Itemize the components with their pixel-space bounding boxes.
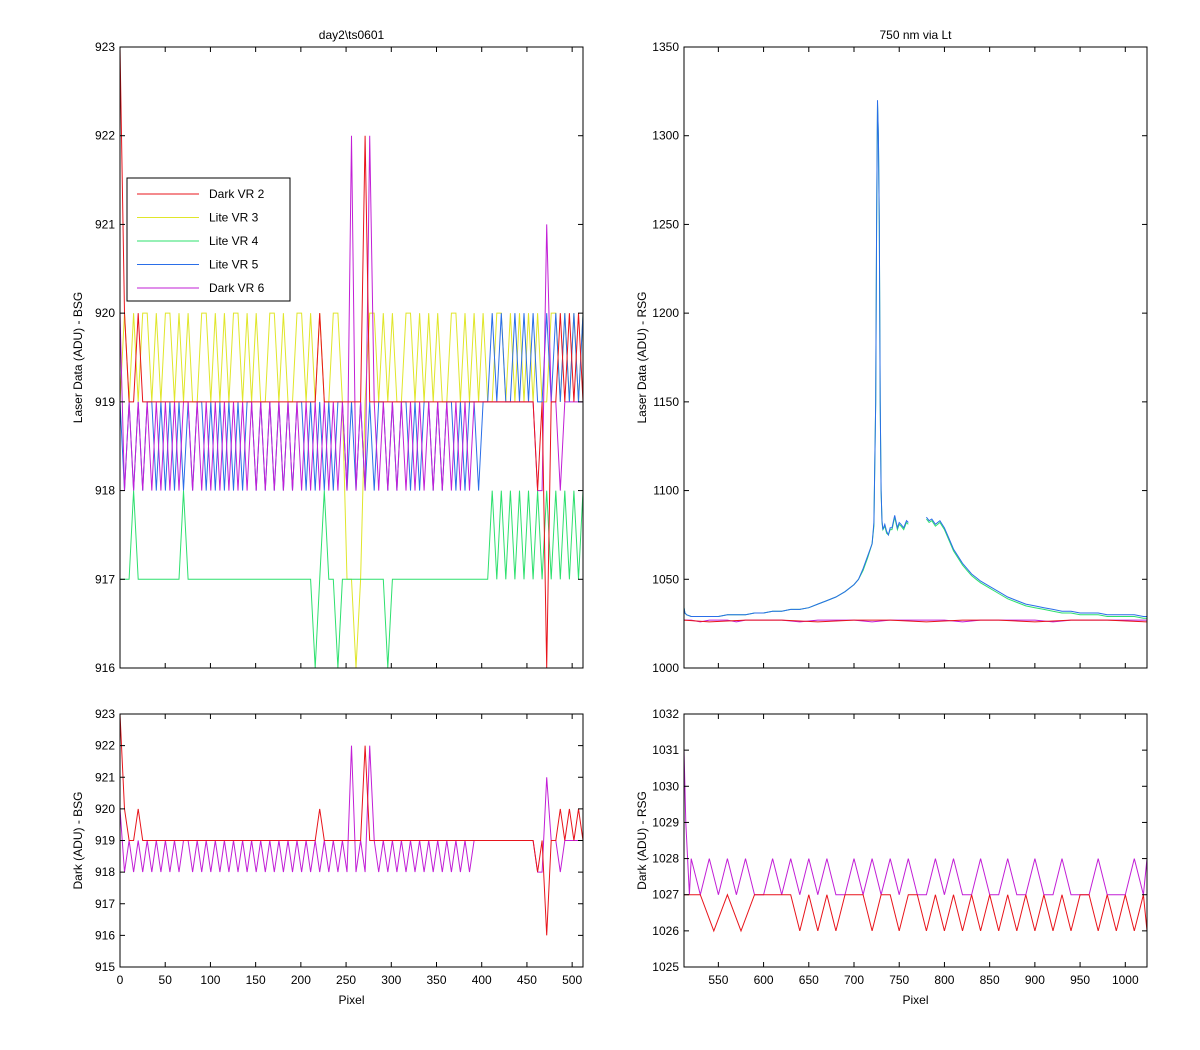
y-tick-label: 1028	[652, 852, 679, 866]
x-tick-label: 100	[200, 973, 220, 987]
axes-box	[683, 713, 1148, 968]
y-tick-label: 921	[95, 217, 115, 231]
y-tick-label: 918	[95, 484, 115, 498]
y-tick-label: 1025	[652, 960, 679, 974]
x-tick-label: 950	[1070, 973, 1090, 987]
x-tick-label: 700	[844, 973, 864, 987]
chart-title: day2\ts0601	[319, 28, 385, 42]
y-tick-label: 1000	[652, 661, 679, 675]
y-tick-label: 922	[95, 129, 115, 143]
x-axis-label: Pixel	[338, 993, 364, 1007]
x-tick-label: 250	[336, 973, 356, 987]
y-tick-label: 1032	[652, 707, 679, 721]
y-tick-label: 919	[95, 395, 115, 409]
x-tick-label: 200	[291, 973, 311, 987]
x-tick-label: 850	[980, 973, 1000, 987]
axes-box	[119, 46, 584, 669]
chart-bottom-right: 550 600 650 700 750 800 850 900 950 1000 1025 1026 1…	[635, 707, 1148, 1007]
y-tick-label: 916	[95, 928, 115, 942]
x-tick-label: 900	[1025, 973, 1045, 987]
series-line-5	[684, 619, 1147, 623]
y-tick-label: 1027	[652, 888, 679, 902]
series-line-1	[120, 490, 583, 668]
y-tick-label: 1031	[652, 743, 679, 757]
legend-label: Dark VR 6	[209, 281, 265, 295]
series-group	[684, 100, 1147, 623]
chart-bottom-left: 0 50 100 150 200 250 300 350 400 450 500 915 916 917 9…	[71, 707, 584, 1007]
series-line-0	[120, 745, 583, 873]
legend-label: Lite VR 4	[209, 234, 259, 248]
y-tick-label: 921	[95, 770, 115, 784]
legend-label: Lite VR 5	[209, 258, 259, 272]
y-tick-label: 918	[95, 865, 115, 879]
x-tick-label: 300	[381, 973, 401, 987]
y-tick-label: 916	[95, 661, 115, 675]
y-tick-label: 923	[95, 707, 115, 721]
y-tick-label: 920	[95, 802, 115, 816]
y-tick-label: 1200	[652, 306, 679, 320]
x-tick-label: 150	[246, 973, 266, 987]
x-axis-label: Pixel	[902, 993, 928, 1007]
legend: Dark VR 2 Lite VR 3 Lite VR 4 Lite VR 5 Dark…	[126, 177, 291, 302]
chart-top-right: 1000 1050 1100 1150 1200 1250 1300 1350 750 nm v…	[635, 28, 1148, 675]
y-tick-label: 923	[95, 40, 115, 54]
legend-box	[126, 177, 291, 302]
y-tick-label: 1100	[653, 484, 679, 498]
y-tick-label: 922	[95, 739, 115, 753]
y-tick-label: 919	[95, 834, 115, 848]
series-group	[120, 714, 583, 936]
series-line-2	[926, 518, 1147, 619]
series-line-3	[926, 516, 1147, 617]
y-tick-label: 1350	[652, 40, 679, 54]
series-group	[120, 47, 583, 668]
x-tick-label: 750	[889, 973, 909, 987]
x-tick-label: 0	[117, 973, 124, 987]
series-line-1	[684, 100, 909, 617]
y-axis-label: Dark (ADU) - RSG	[635, 791, 649, 890]
x-tick-label: 650	[799, 973, 819, 987]
series-line-0	[684, 103, 909, 617]
y-tick-label: 1250	[652, 217, 679, 231]
x-tick-label: 350	[426, 973, 446, 987]
y-tick-label: 1300	[652, 129, 679, 143]
x-tick-label: 800	[934, 973, 954, 987]
chart-title: 750 nm via Lt	[879, 28, 952, 42]
x-tick-label: 400	[472, 973, 492, 987]
y-axis-label: Dark (ADU) - BSG	[71, 791, 85, 889]
chart-top-left: 916 917 918 919 920 921 922 923 day2\ts0601 Laser…	[71, 28, 584, 675]
y-tick-label: 915	[95, 960, 115, 974]
x-tick-label: 1000	[1112, 973, 1139, 987]
y-tick-label: 1026	[652, 924, 679, 938]
x-tick-label: 50	[159, 973, 173, 987]
series-line-1	[120, 714, 583, 936]
series-line-1	[684, 893, 1147, 933]
y-tick-label: 917	[95, 572, 115, 586]
y-tick-label: 1029	[652, 815, 679, 829]
legend-label: Dark VR 2	[209, 187, 265, 201]
y-tick-label: 1050	[652, 572, 679, 586]
legend-label: Lite VR 3	[209, 211, 259, 225]
series-line-0	[120, 312, 583, 668]
y-tick-label: 1150	[653, 395, 679, 409]
x-tick-label: 600	[754, 973, 774, 987]
y-axis-label: Laser Data (ADU) - RSG	[635, 291, 649, 423]
y-tick-label: 920	[95, 306, 115, 320]
y-tick-label: 917	[95, 897, 115, 911]
series-line-4	[120, 47, 583, 668]
x-tick-label: 450	[517, 973, 537, 987]
x-tick-label: 500	[562, 973, 582, 987]
x-tick-label: 550	[708, 973, 728, 987]
axes-box	[683, 46, 1148, 669]
series-group	[684, 750, 1147, 933]
series-line-0	[684, 750, 1147, 896]
y-axis-label: Laser Data (ADU) - BSG	[71, 292, 85, 423]
y-tick-label: 1030	[652, 779, 679, 793]
